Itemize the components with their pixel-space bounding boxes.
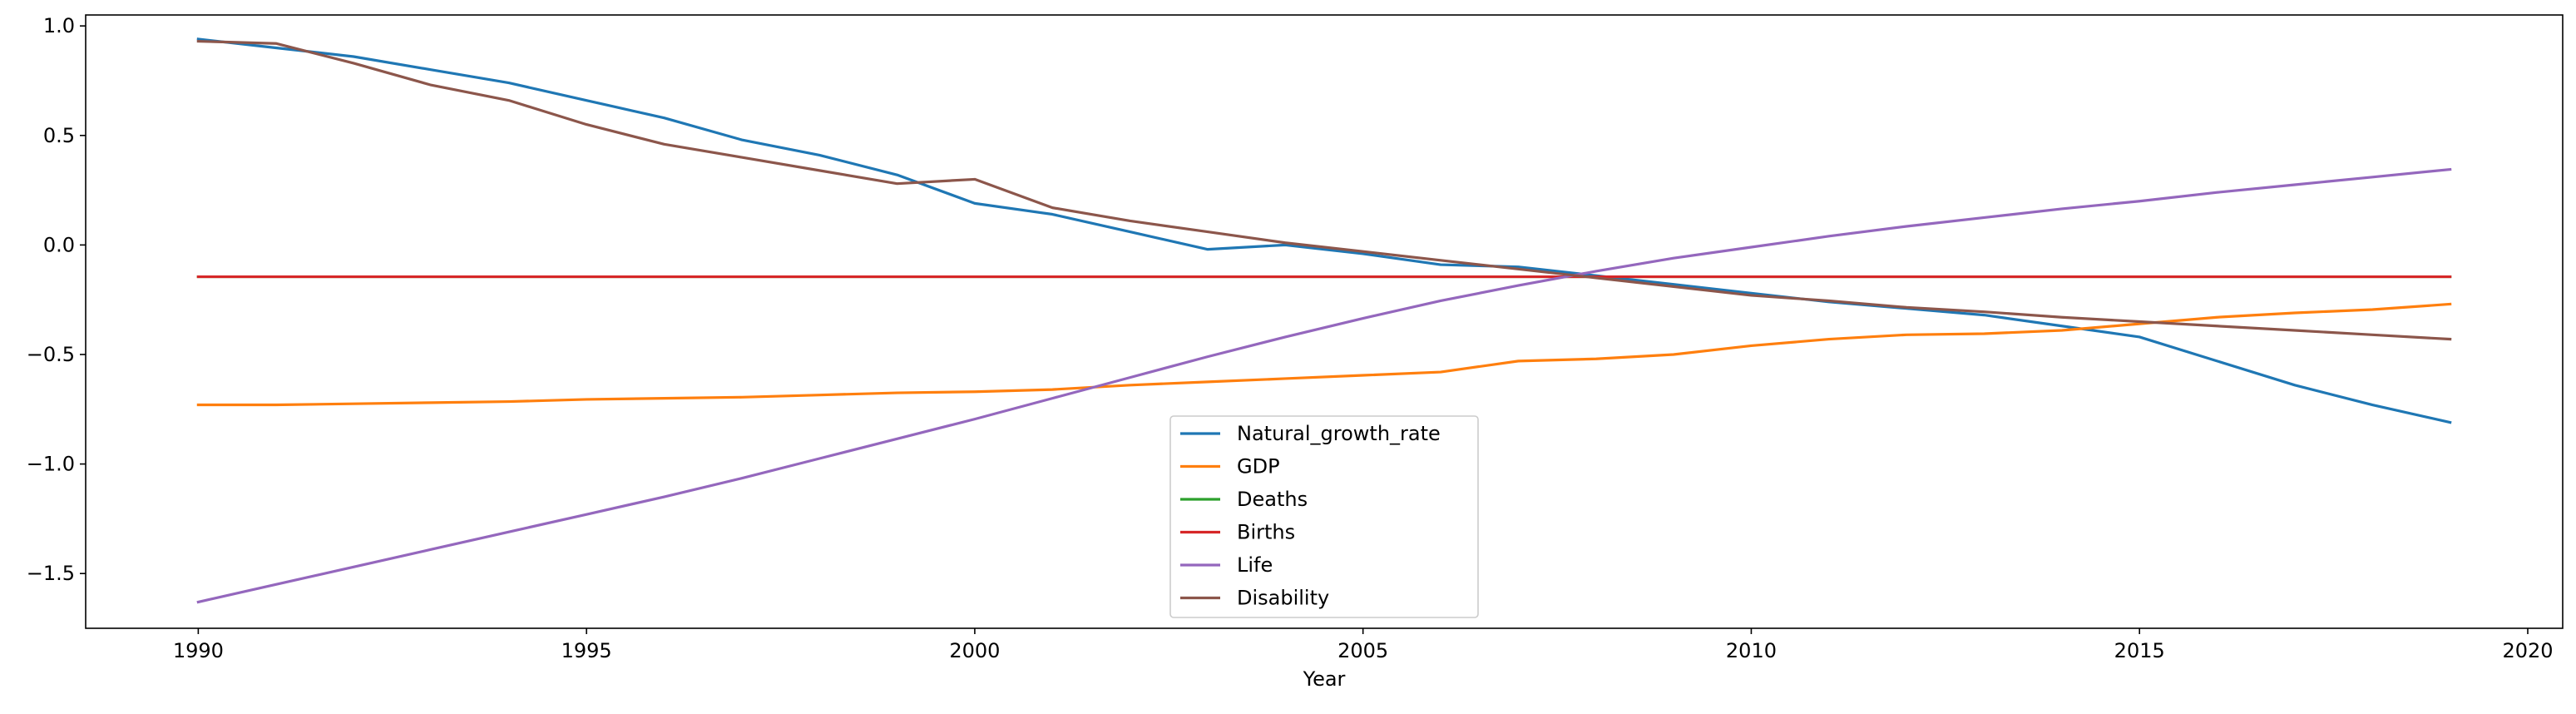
y-tick-label-1: −1.0 [27,453,75,476]
legend-box [1169,415,1479,618]
x-tick-label-5: 2015 [2114,639,2165,662]
series-line-4 [196,167,2452,604]
legend: Natural_growth_rate GDP Deaths Births Life Di… [1169,415,1479,618]
legend-label-3: Births [1237,521,1295,544]
y-tick-label-3: 0.0 [43,233,75,256]
series-line-0 [196,37,2452,424]
x-tick-label-0: 1990 [173,639,224,662]
y-tick-label-5: 1.0 [43,14,75,37]
series-layer [196,37,2452,604]
y-tick-label-0: −1.5 [27,562,75,585]
y-tick-label-4: 0.5 [43,124,75,147]
series-line-5 [196,39,2452,341]
x-tick-label-4: 2010 [1726,639,1777,662]
legend-label-1: GDP [1237,455,1280,478]
series-line-1 [196,302,2452,407]
y-axis: −1.5 −1.0 −0.5 0.0 0.5 1.0 [27,14,86,585]
x-tick-label-1: 1995 [561,639,612,662]
x-tick-label-6: 2020 [2502,639,2553,662]
legend-label-4: Life [1237,553,1273,577]
y-tick-label-2: −0.5 [27,343,75,366]
legend-label-0: Natural_growth_rate [1237,422,1441,445]
x-tick-label-3: 2005 [1337,639,1388,662]
legend-label-5: Disability [1237,587,1329,610]
x-tick-label-2: 2000 [949,639,1000,662]
x-axis: 1990 1995 2000 2005 2010 2015 2020 [173,628,2554,662]
x-axis-label: Year [1303,667,1346,691]
plot-area-frame [85,14,2564,629]
legend-label-2: Deaths [1237,488,1308,511]
